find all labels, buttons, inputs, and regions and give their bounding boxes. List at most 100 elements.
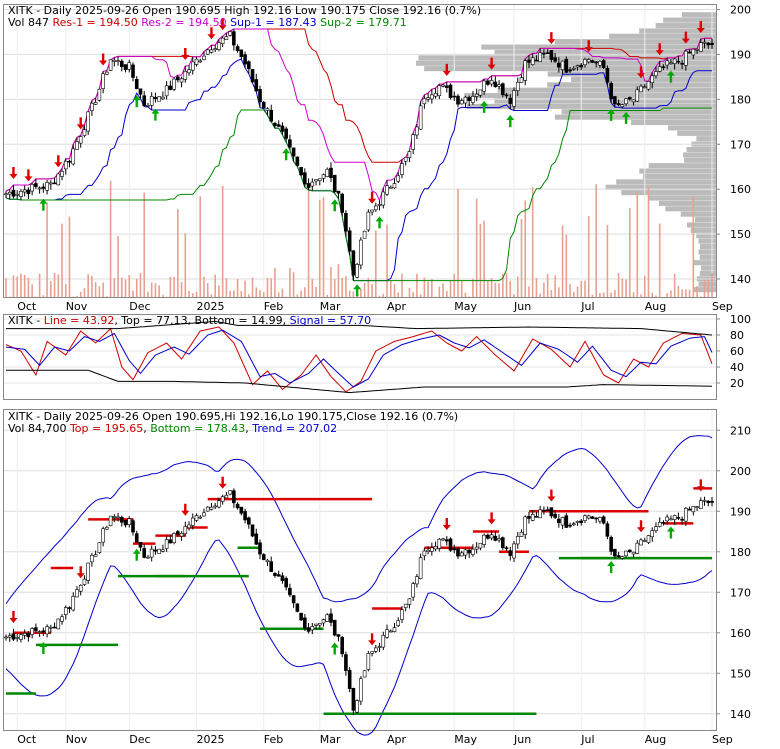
price-candle-body [569, 70, 572, 71]
trend-candle-body [202, 513, 205, 516]
trend-candle-body [352, 688, 355, 710]
trend-candle-body [12, 634, 15, 640]
volume-bar [651, 293, 653, 297]
trend-candle-body [83, 579, 86, 584]
price-candle-body [79, 137, 82, 144]
trend-candle-body [150, 549, 153, 557]
price-candle-body [307, 183, 310, 187]
price-candle-body [75, 141, 78, 149]
volume-bar [524, 200, 526, 297]
volume-profile-bar [696, 136, 716, 141]
trend-candle-body [539, 510, 542, 518]
volume-profile-bar [616, 179, 716, 184]
price-candle-body [404, 157, 407, 161]
price-candle-body [72, 149, 75, 164]
volume-bar [125, 280, 127, 297]
price-candle-body [397, 176, 400, 181]
trend-candle-body [296, 604, 299, 612]
trend-candle-body [442, 539, 445, 540]
level-label: Sup-2 = 179.71 [317, 16, 407, 29]
price-candle-body [524, 61, 527, 81]
trend-candle-body [684, 508, 687, 521]
volume-bar [199, 196, 201, 297]
price-candle-body [296, 157, 299, 165]
volume-bar [128, 275, 130, 297]
volume-profile-bar [547, 82, 716, 87]
price-candle-body [217, 43, 220, 50]
price-panel-levels: Vol 847 Res-1 = 194.50 Res-2 = 194.50 Su… [8, 16, 407, 29]
trend-candle-body [509, 551, 512, 556]
volume-profile-bar [693, 260, 716, 265]
trend-candle-body [184, 526, 187, 533]
volume-bar [674, 274, 676, 297]
volume-profile-bar [682, 12, 716, 17]
price-candle-body [199, 61, 202, 62]
price-candle-body [632, 100, 635, 102]
oscillator-tick-label: 100 [730, 313, 751, 326]
volume-bar [693, 197, 695, 297]
trend-candle-body [434, 546, 437, 549]
trend-x-label: Aug [645, 733, 666, 745]
volume-bar [185, 233, 187, 297]
trend-candle-body [580, 521, 583, 523]
volume-bar [547, 274, 549, 297]
volume-bar [61, 224, 63, 297]
volume-bar [536, 278, 538, 297]
trend-candle-body [281, 576, 284, 581]
volume-bar [648, 187, 650, 297]
volume-bar [196, 292, 198, 297]
volume-bar [707, 280, 709, 297]
volume-bar [13, 275, 15, 297]
volume-bar [595, 184, 597, 297]
trend-candle-body [303, 618, 306, 628]
volume-bar [655, 295, 657, 297]
price-candle-body [490, 80, 493, 84]
price-x-label: Jul [580, 300, 594, 313]
price-candle-body [202, 56, 205, 60]
price-candle-body [143, 96, 146, 106]
volume-bar [91, 276, 93, 297]
volume-bar [136, 279, 138, 297]
price-candle-body [132, 65, 135, 78]
price-tick-label: 180 [730, 93, 751, 106]
price-candle-body [628, 97, 631, 99]
volume-bar [599, 293, 601, 297]
trend-candle-body [658, 522, 661, 526]
price-candle-body [180, 79, 183, 82]
price-candle-body [501, 84, 504, 95]
price-candle-body [359, 240, 362, 265]
price-candle-body [625, 99, 628, 104]
trend-candle-body [468, 550, 471, 553]
volume-bar [147, 292, 149, 297]
trend-candle-body [613, 549, 616, 556]
trend-x-label: Apr [387, 733, 407, 745]
volume-bar [558, 287, 560, 297]
volume-bar [102, 282, 104, 297]
volume-profile-bar [649, 195, 716, 200]
trend-candle-body [206, 507, 209, 511]
price-candle-body [539, 53, 542, 62]
volume-bar [622, 278, 624, 297]
price-candle-body [27, 190, 30, 194]
price-candle-body [64, 161, 67, 169]
volume-profile-bar [643, 174, 716, 179]
volume-bar [588, 216, 590, 297]
trend-candle-body [669, 519, 672, 520]
trend-candle-body [681, 519, 684, 520]
price-candle-body [117, 61, 120, 62]
trend-candle-body [16, 637, 19, 638]
price-candle-body [232, 32, 235, 45]
volume-bar [244, 280, 246, 297]
volume-bar [181, 282, 183, 297]
price-candle-body [598, 61, 601, 65]
trend-tick-label: 180 [730, 546, 751, 559]
volume-bar [43, 295, 45, 297]
price-candle-body [606, 68, 609, 82]
price-candle-body [707, 43, 710, 45]
volume-bar [237, 279, 239, 297]
volume-bar [498, 283, 500, 297]
price-candle-body [400, 164, 403, 175]
